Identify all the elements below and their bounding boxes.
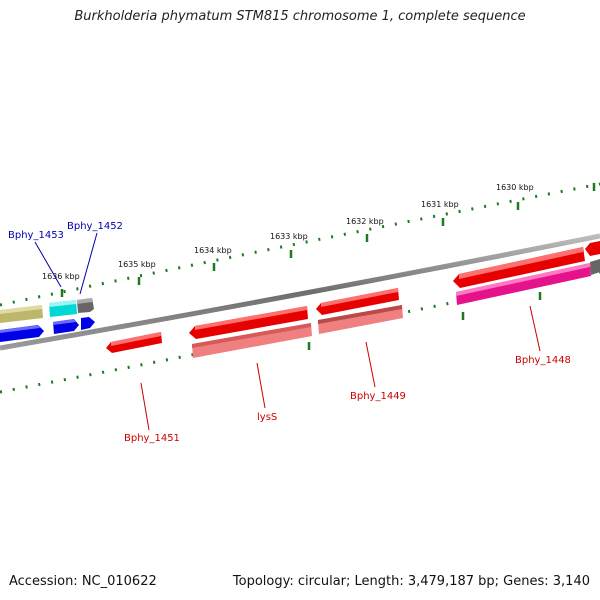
label-lysS: lysS [257,412,277,423]
gene-bphy-1453 [49,300,77,317]
label-bphy-1448: Bphy_1448 [515,355,571,366]
scale-label-1632: 1632 kbp [346,217,384,226]
scale-label-1636: 1636 kbp [42,272,80,281]
gene-blue-left [0,325,44,342]
leader-lysS [256,362,266,409]
gene-bphy-1449-arrow [316,288,399,315]
topology-text: Topology: circular; Length: 3,479,187 bp… [232,574,590,589]
gene-bphy-1448 [456,263,591,305]
scale-label-1631: 1631 kbp [421,200,459,209]
scale-label-1634: 1634 kbp [194,246,232,255]
leader-bphy-1448 [529,305,541,352]
gene-bphy-1452 [77,298,94,313]
gene-blue-mid [53,319,79,334]
label-bphy-1452: Bphy_1452 [67,221,123,232]
leader-bphy-1453 [34,241,62,288]
chromosome-backbone [0,233,600,351]
leader-bphy-1452 [79,232,98,295]
gene-lysS [192,323,312,358]
leader-bphy-1451 [140,382,150,431]
gene-bphy-1449 [318,305,403,334]
scale-label-1635: 1635 kbp [118,260,156,269]
gene-lysS-arrow [189,306,308,339]
accession-text: Accession: NC_010622 [9,574,157,589]
label-bphy-1449: Bphy_1449 [350,391,406,402]
scale-label-1630: 1630 kbp [496,183,534,192]
gene-gray-edge [590,259,600,275]
gene-olive-left [0,305,43,323]
major-ticks [60,183,596,350]
gene-red-edge [585,241,600,256]
gene-bphy-1451 [106,332,162,353]
gene-red-right-arrow [453,247,585,288]
leader-bphy-1449 [365,341,376,388]
scale-label-1633: 1633 kbp [270,232,308,241]
gene-blue-small [81,317,95,330]
label-bphy-1453: Bphy_1453 [8,230,64,241]
label-bphy-1451: Bphy_1451 [124,433,180,444]
map-title: Burkholderia phymatum STM815 chromosome … [74,9,526,24]
